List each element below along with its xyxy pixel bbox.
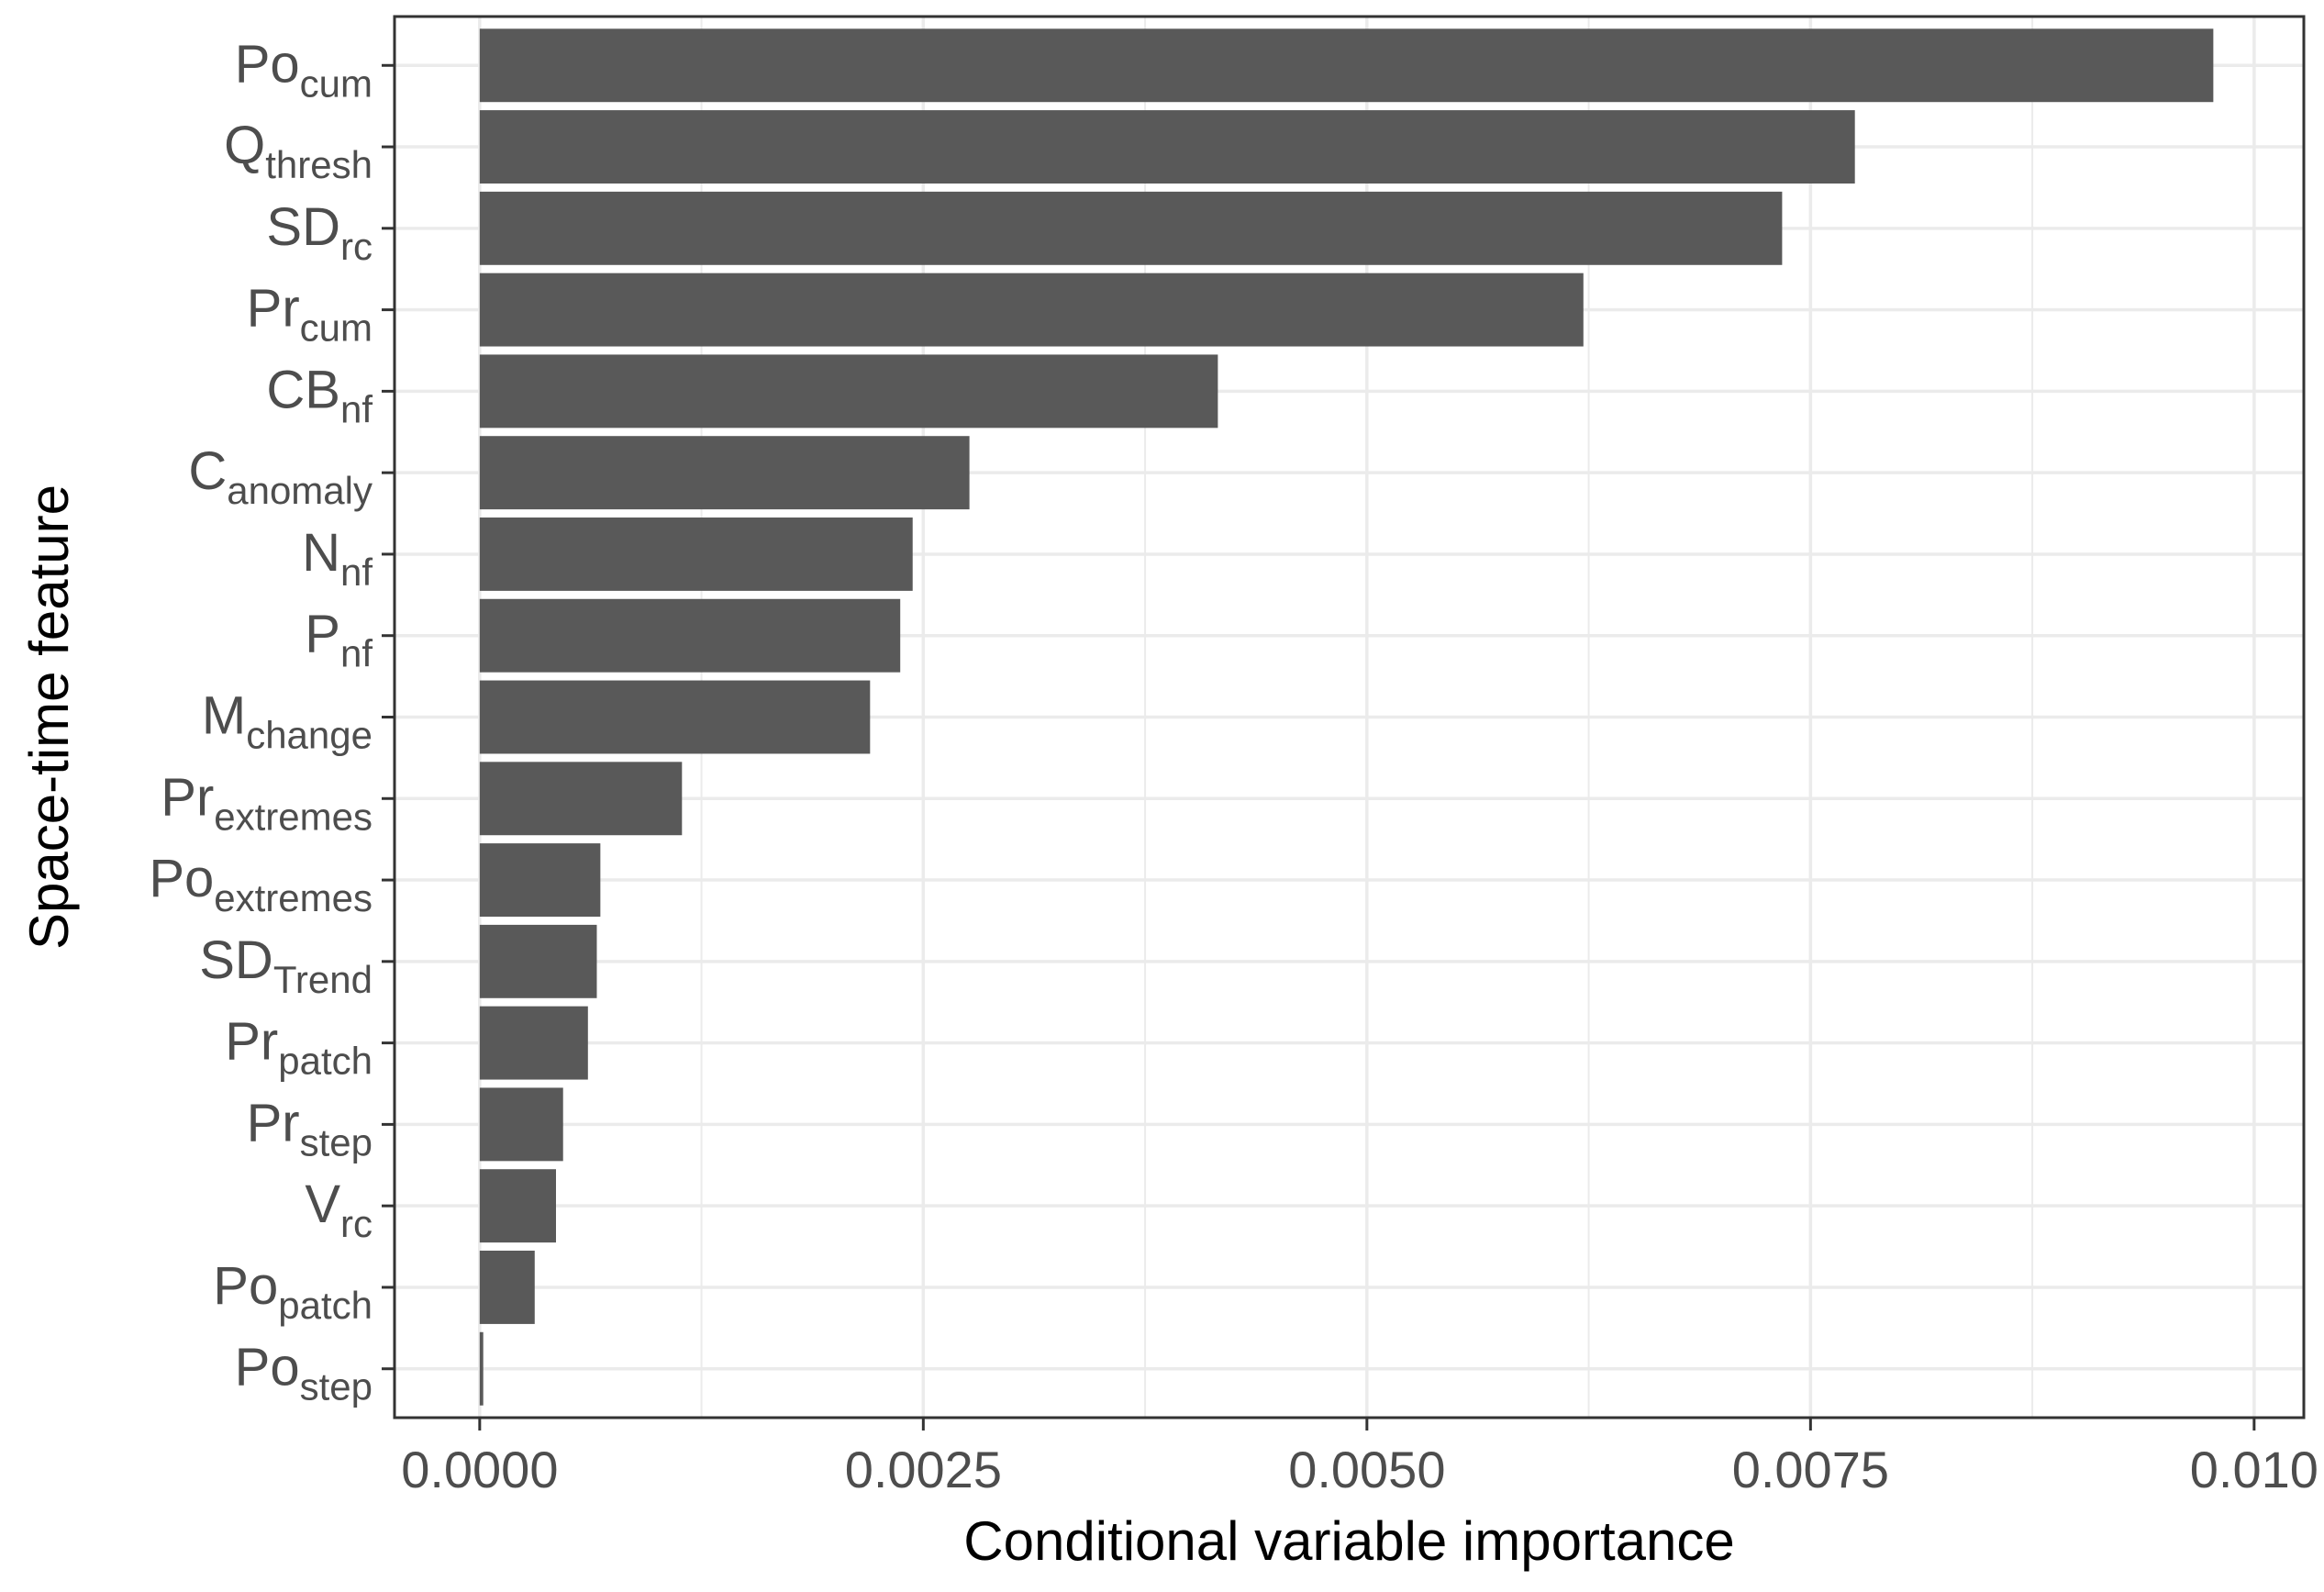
y-tick-label-subscript: patch — [278, 1040, 373, 1083]
y-tick-label-subscript: rc — [340, 225, 373, 268]
y-tick-label: Prstep — [247, 1093, 373, 1163]
y-tick-label-subscript: extremes — [214, 795, 373, 838]
y-tick-label-base: SD — [199, 930, 273, 990]
bar — [479, 110, 1855, 184]
y-tick-label-base: CB — [266, 360, 340, 419]
bar — [479, 273, 1584, 347]
bar — [479, 924, 597, 998]
y-tick-label-base: Pr — [247, 1093, 300, 1152]
y-tick-label-subscript: thresh — [265, 143, 373, 186]
x-axis-title: Conditional variable importance — [963, 1510, 1734, 1572]
y-tick-label-base: Po — [149, 849, 214, 908]
y-tick-label: Prpatch — [225, 1012, 373, 1083]
y-axis-title: Space-time feature — [18, 484, 80, 950]
y-tick-label: Canomaly — [188, 441, 373, 512]
x-tick-label: 0.0000 — [401, 1441, 558, 1498]
x-axis-ticks: 0.0000 0.0025 0.0050 0.0075 0.010 — [401, 1418, 2318, 1498]
y-tick-label-base: P — [305, 605, 340, 664]
x-tick-label: 0.010 — [2190, 1441, 2318, 1498]
y-tick-label: Popatch — [213, 1256, 373, 1327]
y-tick-label-base: N — [302, 523, 340, 583]
x-tick-label: 0.0075 — [1732, 1441, 1889, 1498]
bar — [479, 191, 1783, 265]
bar — [479, 680, 871, 754]
y-tick-label-base: Q — [224, 116, 265, 175]
y-tick-label: Mchange — [202, 686, 373, 757]
y-axis-ticks: PocumQthreshSDrcPrcumCBnfCanomalyNnfPnfM… — [149, 34, 395, 1408]
y-tick-label-base: Pr — [161, 767, 214, 827]
y-tick-label-subscript: step — [300, 1120, 373, 1163]
bar — [479, 517, 913, 591]
y-tick-label-subscript: change — [246, 714, 373, 757]
bar — [479, 1331, 484, 1406]
y-tick-label-subscript: patch — [278, 1284, 373, 1327]
y-tick-label-base: Pr — [247, 279, 300, 339]
y-tick-label-base: SD — [266, 197, 340, 257]
y-tick-label: Qthresh — [224, 116, 373, 186]
x-tick-label: 0.0050 — [1288, 1441, 1445, 1498]
bar — [479, 436, 970, 510]
bar — [479, 843, 601, 918]
bar — [479, 1169, 556, 1243]
y-tick-label-subscript: Trend — [273, 958, 373, 1001]
y-tick-label-base: Po — [235, 34, 300, 94]
y-tick-label-base: V — [305, 1175, 340, 1234]
y-tick-label-subscript: nf — [340, 387, 373, 430]
y-tick-label: Postep — [235, 1338, 373, 1408]
y-tick-label-subscript: anomaly — [227, 469, 373, 512]
bar — [479, 354, 1218, 429]
bar — [479, 28, 2214, 103]
y-tick-label: Pocum — [235, 34, 373, 105]
bar — [479, 1087, 563, 1162]
bar — [479, 1006, 588, 1080]
bar — [479, 1251, 535, 1324]
bar — [479, 762, 683, 836]
y-tick-label: Vrc — [305, 1175, 373, 1245]
y-tick-label-subscript: cum — [300, 61, 373, 105]
y-tick-label-base: Pr — [225, 1012, 278, 1072]
y-tick-label-subscript: extremes — [214, 876, 373, 919]
y-tick-label: Prextremes — [161, 767, 373, 838]
y-tick-label: SDrc — [266, 197, 373, 268]
y-tick-label: Pnf — [305, 605, 373, 675]
y-tick-label: Poextremes — [149, 849, 373, 919]
y-tick-label-subscript: nf — [340, 632, 373, 675]
y-tick-label: CBnf — [266, 360, 373, 430]
y-tick-label-base: Po — [235, 1338, 300, 1397]
y-tick-label-subscript: cum — [300, 306, 373, 350]
y-tick-label-subscript: step — [300, 1365, 373, 1408]
bars — [479, 28, 2214, 1406]
y-tick-label-subscript: rc — [340, 1202, 373, 1245]
y-tick-label: SDTrend — [199, 930, 373, 1001]
bar — [479, 598, 901, 673]
y-tick-label-subscript: nf — [340, 551, 373, 594]
y-tick-label: Nnf — [302, 523, 373, 594]
y-tick-label-base: C — [188, 441, 227, 501]
y-tick-label: Prcum — [247, 279, 373, 350]
y-tick-label-base: Po — [213, 1256, 278, 1316]
y-tick-label-base: M — [202, 686, 246, 746]
x-tick-label: 0.0025 — [845, 1441, 1002, 1498]
